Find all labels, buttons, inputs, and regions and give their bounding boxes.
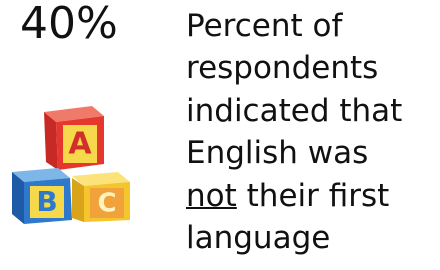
emphasis: not <box>186 178 237 214</box>
infographic: 40% A B C Percent of respondents indicat… <box>0 0 440 270</box>
blocks-icon: A B C <box>0 90 150 230</box>
block-letter: C <box>97 189 116 219</box>
block-letter: A <box>68 127 92 162</box>
stat-value: 40% <box>20 0 118 50</box>
description-line: respondents <box>186 48 378 88</box>
block-letter: B <box>36 185 57 218</box>
description-line: language <box>186 218 330 258</box>
description-line: indicated that <box>186 91 402 131</box>
description-line: English was <box>186 133 368 173</box>
description-line: Percent of <box>186 6 342 46</box>
description-text: their first <box>247 178 390 214</box>
block-side <box>72 178 84 222</box>
description-line: not their first <box>186 176 389 216</box>
